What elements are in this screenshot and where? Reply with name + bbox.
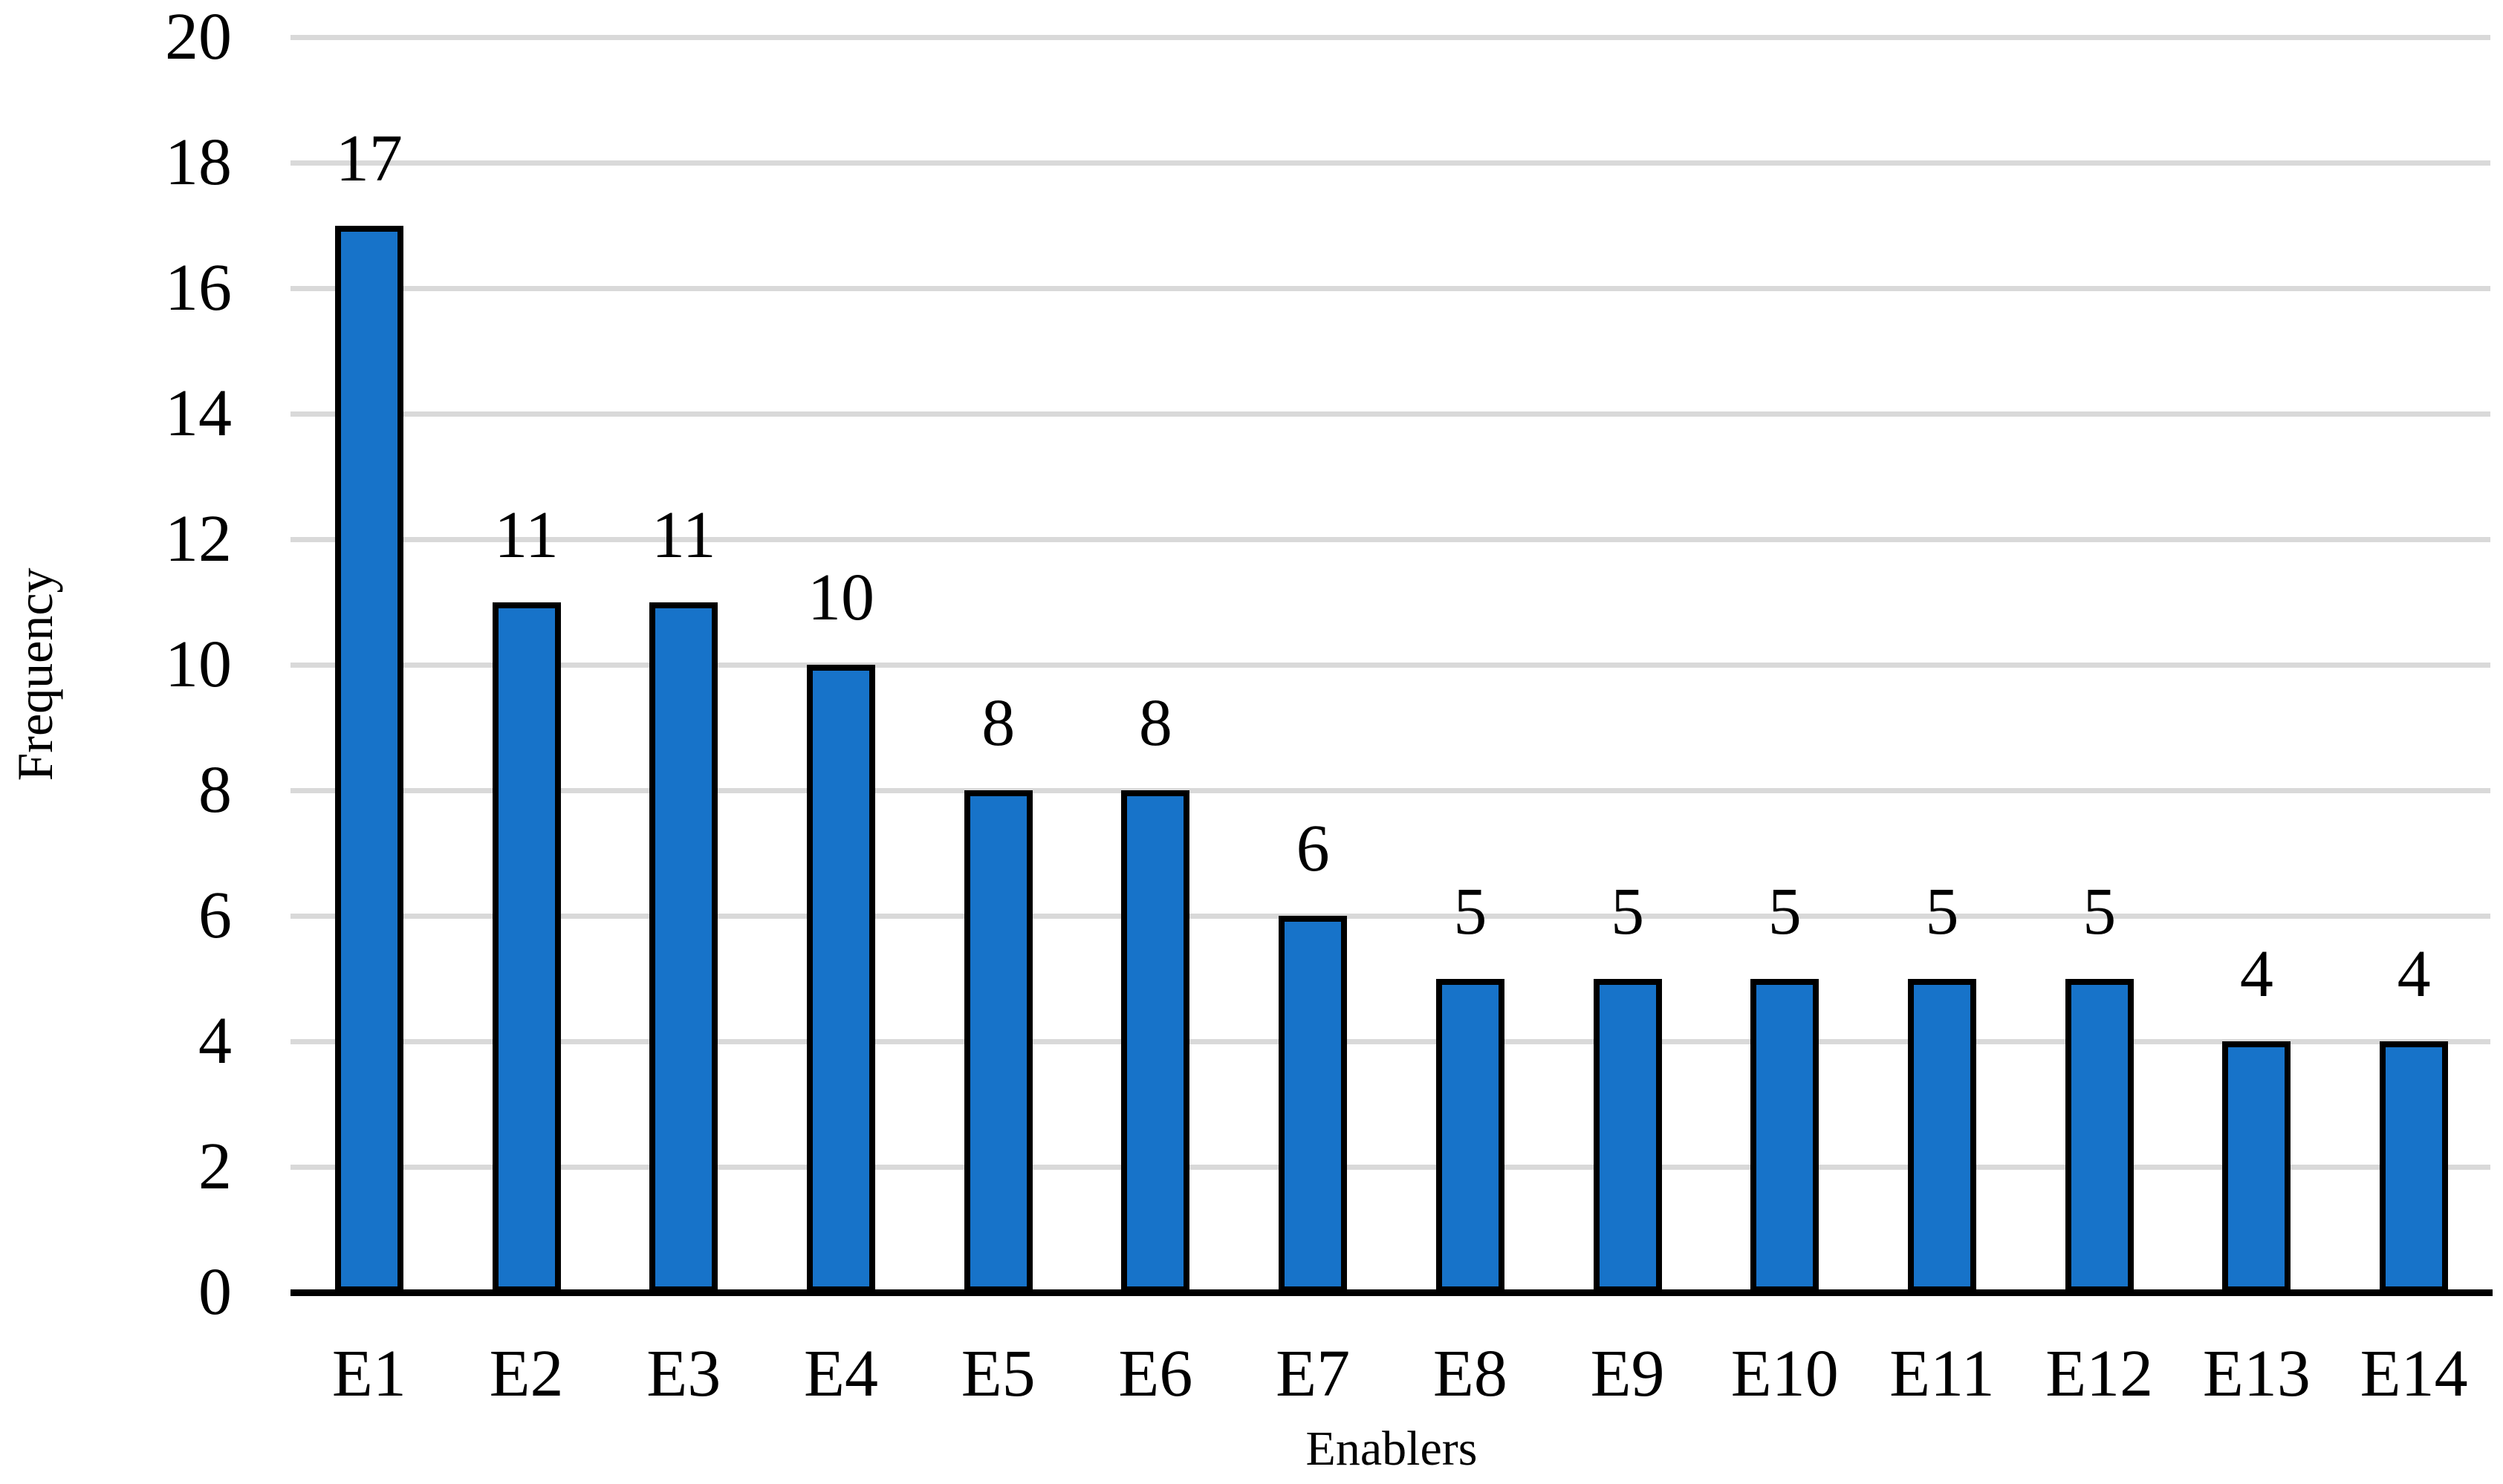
- bar-value-label: 4: [2397, 937, 2431, 1011]
- bar-value-label: 5: [1453, 874, 1487, 948]
- y-tick-label: 14: [165, 377, 232, 450]
- gridline: [290, 286, 2490, 291]
- x-tick-label: E8: [1432, 1337, 1507, 1410]
- bar-value-label: 10: [808, 561, 874, 634]
- x-tick-label: E4: [804, 1337, 878, 1410]
- gridline: [290, 537, 2490, 542]
- bar: [334, 225, 403, 1292]
- bar-value-label: 4: [2239, 937, 2273, 1011]
- y-tick-label: 4: [198, 1004, 232, 1078]
- x-tick-label: E11: [1889, 1337, 1995, 1410]
- x-tick-label: E6: [1118, 1337, 1193, 1410]
- bar: [1435, 978, 1504, 1292]
- x-tick-label: E7: [1276, 1337, 1351, 1410]
- x-tick-label: E12: [2045, 1337, 2154, 1410]
- y-tick-label: 0: [198, 1255, 232, 1329]
- gridline: [290, 914, 2490, 919]
- bar-value-label: 5: [1611, 874, 1645, 948]
- gridline: [290, 35, 2490, 40]
- bar: [2380, 1041, 2449, 1292]
- gridline: [290, 1165, 2490, 1170]
- bar: [2065, 978, 2134, 1292]
- bar: [1279, 916, 1348, 1292]
- bar-value-label: 11: [494, 498, 559, 572]
- bar: [1121, 790, 1190, 1292]
- x-tick-label: E9: [1590, 1337, 1665, 1410]
- bar: [964, 790, 1033, 1292]
- gridline: [290, 411, 2490, 417]
- bar-value-label: 5: [2082, 874, 2117, 948]
- gridline: [290, 788, 2490, 793]
- gridline: [290, 1039, 2490, 1044]
- gridline: [290, 160, 2490, 166]
- y-tick-label: 12: [165, 502, 232, 576]
- y-tick-label: 2: [198, 1130, 232, 1203]
- x-tick-label: E2: [489, 1337, 564, 1410]
- bar-value-label: 11: [651, 498, 716, 572]
- y-tick-label: 10: [165, 628, 232, 701]
- x-tick-label: E14: [2360, 1337, 2468, 1410]
- bar: [649, 602, 718, 1292]
- y-tick-label: 20: [165, 0, 232, 74]
- bar-value-label: 8: [981, 686, 1016, 760]
- x-tick-label: E13: [2202, 1337, 2311, 1410]
- y-tick-label: 18: [165, 126, 232, 199]
- bar-value-label: 17: [335, 121, 403, 195]
- bar: [1593, 978, 1662, 1292]
- bar-value-label: 5: [1925, 874, 1959, 948]
- bar: [492, 602, 561, 1292]
- bar: [1750, 978, 1819, 1292]
- x-tick-label: E10: [1730, 1337, 1839, 1410]
- x-tick-label: E1: [331, 1337, 406, 1410]
- gridline: [290, 663, 2490, 668]
- y-tick-label: 16: [165, 251, 232, 325]
- x-axis-title: Enablers: [1305, 1422, 1478, 1476]
- bar-value-label: 8: [1138, 686, 1172, 760]
- bar-value-label: 6: [1296, 812, 1330, 885]
- x-tick-label: E5: [961, 1337, 1036, 1410]
- x-axis-line: [290, 1289, 2493, 1296]
- y-tick-label: 6: [198, 879, 232, 952]
- x-tick-label: E3: [646, 1337, 721, 1410]
- bar: [807, 665, 875, 1292]
- y-tick-label: 8: [198, 753, 232, 827]
- bar: [2222, 1041, 2291, 1292]
- bar: [1908, 978, 1976, 1292]
- bar-value-label: 5: [1767, 874, 1802, 948]
